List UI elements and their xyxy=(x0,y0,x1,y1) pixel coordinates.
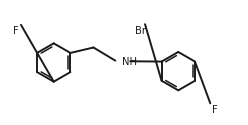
Text: F: F xyxy=(212,105,218,115)
Text: Br: Br xyxy=(134,26,146,36)
Text: NH: NH xyxy=(122,57,137,67)
Text: F: F xyxy=(13,26,19,36)
